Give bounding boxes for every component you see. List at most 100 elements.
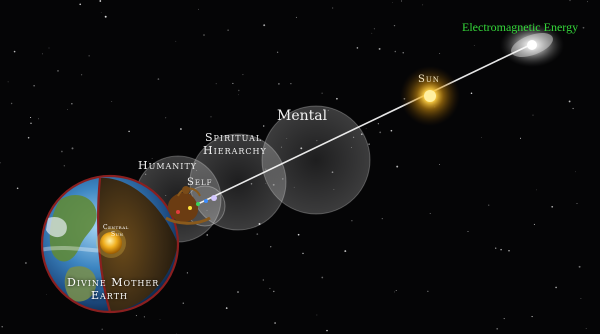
star — [427, 290, 429, 292]
earth-label: Earth — [91, 289, 129, 302]
star — [273, 290, 275, 293]
star — [13, 50, 16, 53]
star — [381, 218, 383, 220]
spiritual-label: Spiritual — [205, 131, 263, 144]
star — [572, 107, 574, 110]
star — [481, 137, 482, 138]
star — [237, 291, 239, 293]
star — [16, 187, 19, 190]
star — [157, 78, 160, 80]
star — [587, 1, 588, 3]
star — [128, 130, 130, 133]
star — [104, 15, 107, 18]
star — [63, 165, 65, 167]
star — [210, 116, 212, 118]
star — [159, 319, 161, 320]
star — [488, 204, 490, 206]
meditating-figure-icon — [165, 186, 217, 225]
star — [186, 272, 189, 274]
star — [225, 307, 228, 309]
star — [198, 8, 199, 10]
star — [278, 83, 280, 85]
star — [569, 0, 571, 2]
central-sun-label: Sun — [111, 231, 124, 238]
star — [532, 114, 534, 116]
star — [377, 123, 379, 125]
sun-label: Sun — [418, 74, 440, 85]
star — [80, 74, 83, 76]
star — [297, 233, 300, 236]
star — [326, 329, 328, 332]
star — [290, 83, 292, 85]
self-label: Self — [187, 177, 213, 188]
central-label: Central — [103, 224, 129, 231]
star — [344, 250, 347, 253]
star — [269, 287, 271, 290]
star — [368, 143, 370, 145]
sun-icon — [400, 66, 460, 126]
star — [576, 202, 578, 205]
star — [578, 265, 581, 268]
star — [61, 150, 63, 153]
star — [379, 131, 382, 134]
star — [242, 74, 244, 76]
galaxy-icon — [500, 23, 564, 67]
divine-mother-label: Divine Mother — [67, 276, 160, 289]
star — [7, 81, 9, 83]
star — [175, 40, 177, 42]
star — [402, 52, 404, 54]
star — [10, 102, 13, 105]
star — [429, 213, 431, 214]
star — [531, 316, 533, 318]
star — [422, 4, 424, 6]
electromagnetic-energy-label: Electromagnetic Energy — [462, 20, 579, 34]
star — [38, 118, 39, 120]
star — [439, 53, 441, 54]
star — [575, 171, 577, 173]
star — [148, 160, 150, 162]
star — [356, 47, 359, 49]
star — [390, 129, 393, 132]
hierarchy-label: Hierarchy — [203, 144, 267, 157]
star — [473, 45, 475, 47]
star — [30, 122, 32, 124]
star — [332, 7, 334, 9]
star — [41, 53, 43, 55]
star — [496, 327, 499, 330]
star — [88, 55, 90, 57]
star — [568, 100, 571, 103]
mental-label: Mental — [277, 108, 328, 124]
star — [392, 2, 394, 3]
star — [238, 89, 240, 92]
star — [274, 322, 277, 324]
star — [555, 286, 557, 289]
star — [536, 189, 537, 191]
star — [302, 252, 304, 255]
star — [30, 116, 32, 119]
star — [215, 83, 217, 85]
star — [79, 3, 82, 6]
star — [373, 28, 375, 30]
star — [151, 158, 153, 159]
star — [101, 328, 103, 330]
star — [394, 291, 395, 293]
star — [470, 92, 473, 94]
star — [378, 47, 381, 50]
star — [203, 34, 205, 36]
star — [395, 289, 397, 291]
star — [336, 97, 338, 100]
star — [394, 50, 397, 53]
star — [519, 137, 522, 139]
star — [585, 328, 587, 329]
star — [316, 314, 318, 316]
star — [227, 29, 229, 31]
star — [580, 297, 582, 299]
star — [45, 293, 47, 295]
star — [396, 165, 399, 168]
star — [232, 82, 234, 84]
star — [508, 250, 510, 252]
star — [0, 162, 1, 164]
star — [48, 47, 50, 49]
